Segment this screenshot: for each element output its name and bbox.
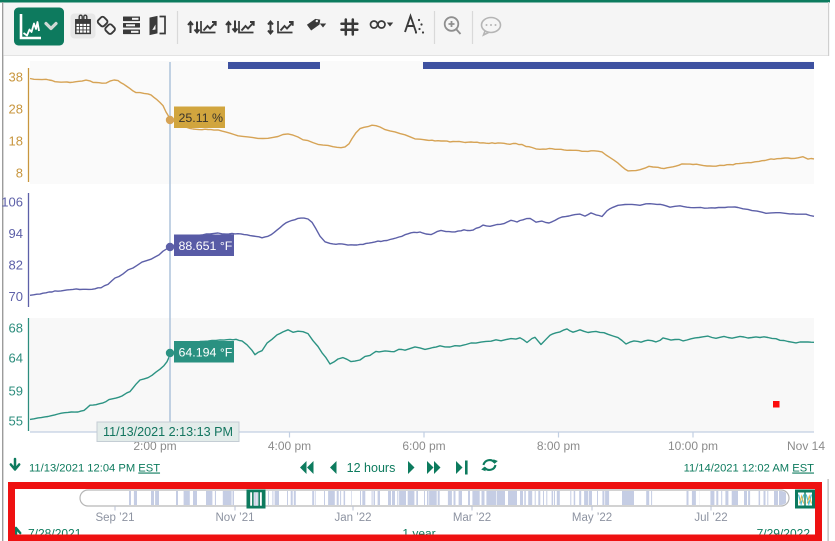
svg-text:6:00 pm: 6:00 pm <box>402 439 445 453</box>
svg-text:64: 64 <box>9 351 23 366</box>
svg-text:38: 38 <box>9 70 23 85</box>
svg-text:2:00 pm: 2:00 pm <box>133 439 176 453</box>
svg-text:106: 106 <box>1 195 23 210</box>
svg-text:Nov ’21: Nov ’21 <box>216 512 255 524</box>
svg-text:Nov 14: Nov 14 <box>787 439 825 453</box>
svg-text:55: 55 <box>9 414 23 429</box>
svg-text:Jan ’22: Jan ’22 <box>334 512 371 524</box>
svg-text:59: 59 <box>9 384 23 399</box>
svg-text:Sep ’21: Sep ’21 <box>95 512 134 524</box>
svg-text:Mar ’22: Mar ’22 <box>453 512 491 524</box>
svg-text:10:00 pm: 10:00 pm <box>668 439 718 453</box>
svg-text:28: 28 <box>9 102 23 117</box>
svg-text:11/14/2021 12:02 AM EST: 11/14/2021 12:02 AM EST <box>684 463 815 475</box>
svg-text:94: 94 <box>9 226 23 241</box>
svg-text:11/13/2021 12:04 PM EST: 11/13/2021 12:04 PM EST <box>29 463 160 475</box>
svg-text:68: 68 <box>9 321 23 336</box>
svg-text:May ’22: May ’22 <box>572 512 612 524</box>
svg-text:Jul ’22: Jul ’22 <box>694 512 727 524</box>
svg-text:64.194 °F: 64.194 °F <box>179 346 233 360</box>
svg-text:11/13/2021 2:13:13 PM: 11/13/2021 2:13:13 PM <box>103 425 233 439</box>
svg-text:70: 70 <box>9 289 23 304</box>
svg-text:88.651 °F: 88.651 °F <box>179 239 233 253</box>
svg-text:82: 82 <box>9 258 23 273</box>
svg-text:25.11 %: 25.11 % <box>179 111 224 125</box>
svg-text:4:00 pm: 4:00 pm <box>268 439 311 453</box>
svg-text:8:00 pm: 8:00 pm <box>537 439 580 453</box>
svg-text:18: 18 <box>9 134 23 149</box>
svg-text:12 hours: 12 hours <box>347 461 396 475</box>
svg-text:8: 8 <box>16 166 23 181</box>
